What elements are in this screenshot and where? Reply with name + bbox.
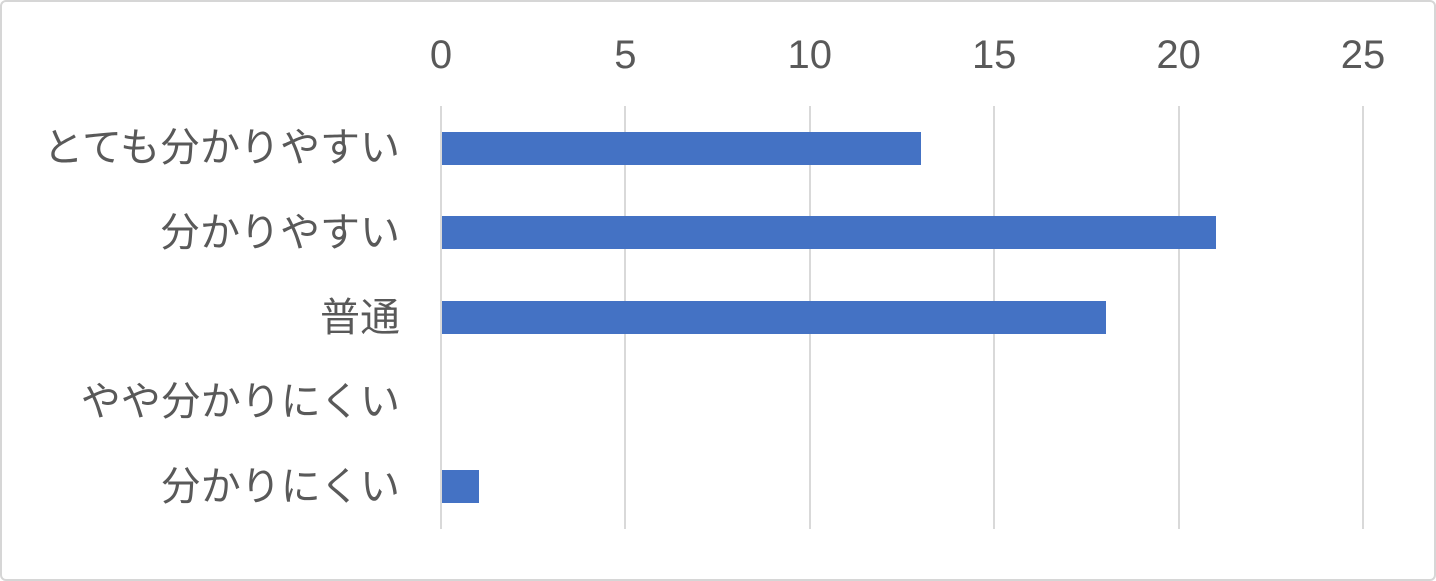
- x-axis-tick-label: 10: [787, 33, 833, 77]
- gridline: [1177, 106, 1180, 529]
- category-label: とても分かりやすい: [43, 126, 400, 171]
- x-axis-tick-label: 0: [429, 33, 453, 77]
- category-label: やや分かりにくい: [80, 380, 400, 425]
- bar-1: [442, 216, 1217, 250]
- x-axis-tick-label: 20: [1156, 33, 1201, 77]
- bar-0: [442, 131, 922, 165]
- bar-4: [442, 470, 479, 504]
- category-label: 普通: [320, 295, 400, 340]
- x-axis-tick-label: 25: [1340, 33, 1386, 77]
- category-label: 分かりやすい: [160, 210, 400, 255]
- gridline: [440, 106, 442, 529]
- category-label: 分かりにくい: [160, 464, 400, 509]
- gridline: [1362, 106, 1364, 529]
- bar-2: [442, 301, 1106, 334]
- x-axis-tick-label: 15: [971, 33, 1017, 77]
- x-axis-tick-label: 5: [614, 33, 637, 77]
